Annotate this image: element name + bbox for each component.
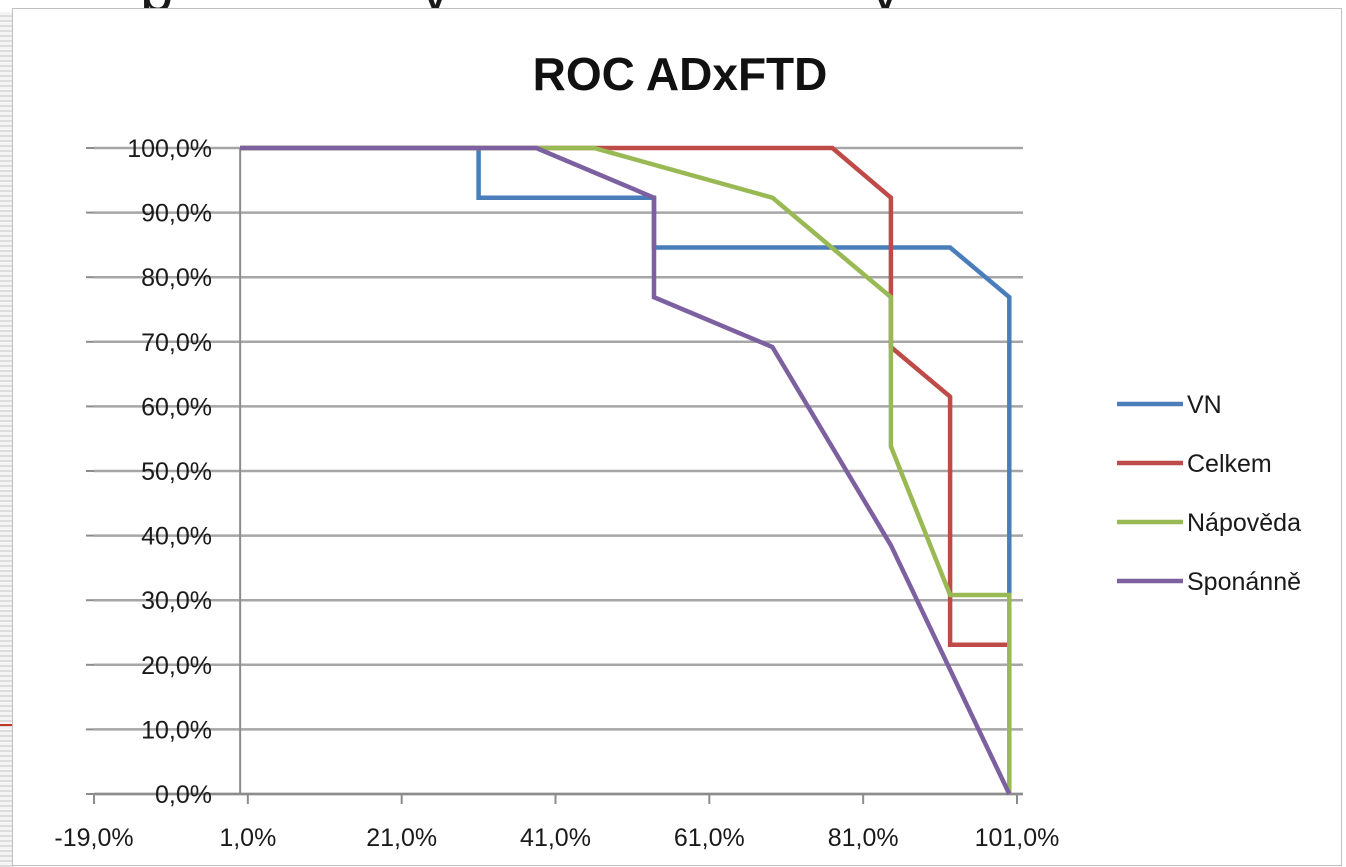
slide-left-edge xyxy=(0,0,14,867)
y-tick-label: 0,0% xyxy=(155,781,212,809)
chart-title: ROC ADxFTD xyxy=(533,48,828,100)
y-tick-label: 40,0% xyxy=(141,523,212,551)
gridlines xyxy=(94,146,1023,796)
y-tick-label: 80,0% xyxy=(141,264,212,292)
legend-label-napoveda: Nápověda xyxy=(1187,509,1301,537)
x-tick-label: 1,0% xyxy=(219,824,276,852)
y-tick-label: 70,0% xyxy=(141,329,212,357)
y-tick-label: 10,0% xyxy=(141,716,212,744)
series-line-napoveda xyxy=(240,145,1012,794)
x-tick-label: 41,0% xyxy=(520,824,591,852)
x-tick-label: 101,0% xyxy=(975,824,1060,852)
legend-label-celkem: Celkem xyxy=(1187,450,1272,478)
y-tick-label: 60,0% xyxy=(141,393,212,421)
y-tick-label: 100,0% xyxy=(127,135,212,163)
legend-label-vn: VN xyxy=(1187,391,1222,419)
x-tick-label: 21,0% xyxy=(366,824,437,852)
series-line-vn xyxy=(240,145,1012,595)
axes xyxy=(86,147,1023,804)
legend-label-sponanne: Sponánně xyxy=(1187,568,1301,596)
x-tick-labels: -19,0% 1,0% 21,0% 41,0% 61,0% 81,0% 101,0% xyxy=(54,824,1059,852)
y-tick-label: 50,0% xyxy=(141,458,212,486)
chart-area xyxy=(12,8,1342,866)
y-tick-label: 20,0% xyxy=(141,652,212,680)
x-tick-label: -19,0% xyxy=(54,824,133,852)
y-tick-label: 90,0% xyxy=(141,200,212,228)
y-tick-labels: 0,0% 10,0% 20,0% 30,0% 40,0% 50,0% 60,0% 70,0% 8… xyxy=(127,135,212,809)
series-lines xyxy=(240,145,1012,795)
x-tick-label: 61,0% xyxy=(674,824,745,852)
slide-accent-mark xyxy=(0,724,12,726)
series-line-sponanne xyxy=(240,145,1012,795)
legend: VN Celkem Nápověda Sponánně xyxy=(1117,391,1301,596)
x-tick-label: 81,0% xyxy=(828,824,899,852)
y-tick-label: 30,0% xyxy=(141,587,212,615)
series-line-celkem xyxy=(240,145,1010,648)
